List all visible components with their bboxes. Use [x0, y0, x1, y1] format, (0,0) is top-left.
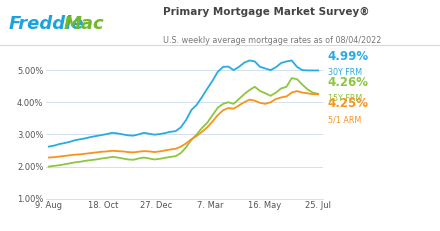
Text: 30Y FRM: 30Y FRM	[328, 68, 362, 77]
Text: Mac: Mac	[64, 15, 104, 33]
Text: U.S. weekly average mortgage rates as of 08/04/2022: U.S. weekly average mortgage rates as of…	[163, 36, 381, 45]
Text: 4.99%: 4.99%	[328, 50, 369, 63]
Text: 15Y FRM: 15Y FRM	[328, 94, 362, 103]
Text: 5/1 ARM: 5/1 ARM	[328, 115, 361, 124]
Text: Primary Mortgage Market Survey®: Primary Mortgage Market Survey®	[163, 7, 369, 17]
Text: Freddie: Freddie	[9, 15, 84, 33]
Text: 4.25%: 4.25%	[328, 97, 369, 110]
Text: 4.26%: 4.26%	[328, 76, 369, 89]
